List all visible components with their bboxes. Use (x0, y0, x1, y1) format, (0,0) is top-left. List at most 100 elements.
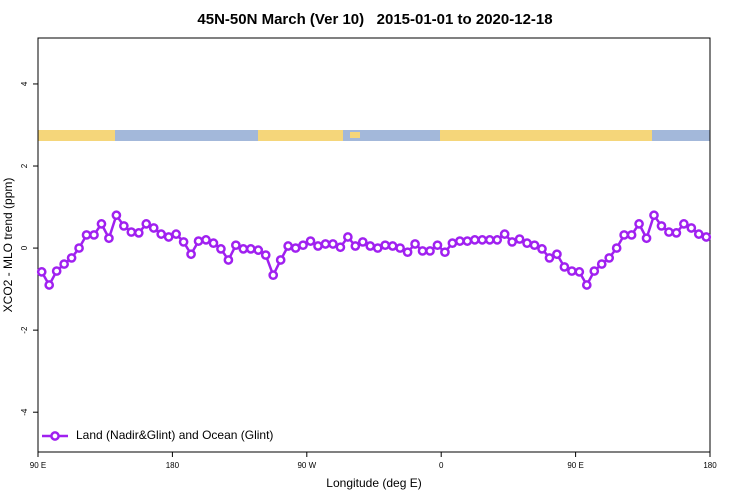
point (425, 246, 435, 256)
land (440, 130, 652, 141)
point (596, 259, 607, 269)
point (268, 270, 279, 281)
point (253, 245, 264, 255)
point (462, 236, 473, 246)
point (679, 219, 689, 229)
land-ocean-strip (38, 130, 710, 141)
point (283, 241, 293, 251)
point (626, 230, 637, 240)
point (141, 219, 152, 229)
y-tick-label: -4 (20, 408, 29, 416)
point (74, 243, 84, 253)
land (350, 132, 360, 138)
point (484, 235, 495, 245)
point (328, 239, 338, 249)
point (111, 210, 122, 221)
ocean (38, 130, 710, 141)
land (38, 130, 115, 141)
point (641, 233, 652, 244)
point (238, 244, 249, 254)
point (365, 241, 376, 251)
point (380, 240, 391, 251)
point (686, 223, 697, 233)
point (156, 229, 167, 239)
point (372, 243, 383, 253)
point (477, 235, 488, 245)
point (298, 240, 308, 251)
point (275, 255, 286, 265)
point (656, 221, 667, 231)
point (305, 236, 316, 246)
point (499, 229, 510, 239)
point (507, 237, 517, 247)
land (258, 130, 343, 141)
point (410, 239, 420, 249)
point (432, 240, 443, 251)
legend-marker (50, 431, 60, 441)
legend-label: Land (Nadir&Glint) and Ocean (Glint) (76, 428, 273, 442)
point (649, 210, 659, 221)
point (492, 235, 503, 245)
point (201, 235, 211, 245)
point (231, 240, 241, 251)
plot-frame (37, 37, 711, 453)
point (417, 246, 428, 256)
chart-title: 45N-50N March (Ver 10) 2015-01-01 to 202… (197, 11, 552, 28)
point (171, 229, 181, 239)
point (469, 235, 480, 245)
point (186, 249, 196, 260)
point (552, 249, 562, 260)
point (701, 232, 712, 242)
y-tick-label: 4 (20, 81, 29, 86)
point (290, 243, 301, 253)
point (126, 227, 137, 237)
point (447, 238, 458, 249)
point (81, 230, 92, 240)
point (529, 240, 540, 251)
point (59, 259, 69, 269)
point (260, 250, 271, 260)
x-tick-label: 90 E (30, 461, 46, 470)
point (357, 237, 368, 247)
point (36, 267, 47, 277)
point (335, 242, 346, 253)
point (66, 253, 77, 263)
point (223, 255, 234, 265)
point (193, 236, 204, 246)
point (589, 266, 600, 276)
point (671, 228, 682, 238)
y-tick-label: -2 (20, 326, 29, 334)
point (634, 219, 644, 229)
x-tick-label: 0 (439, 461, 444, 470)
point (581, 280, 592, 290)
y-tick-label: 0 (20, 245, 29, 250)
x-axis-label: Longitude (deg E) (326, 476, 421, 490)
point (604, 253, 615, 263)
point (387, 241, 398, 251)
point (567, 266, 577, 276)
point (119, 221, 129, 231)
point (574, 267, 585, 277)
point (619, 230, 629, 240)
point (216, 244, 226, 254)
point (313, 241, 323, 251)
point (44, 280, 55, 290)
point (611, 243, 622, 253)
point (133, 228, 144, 238)
point (350, 241, 361, 251)
x-tick-label: 180 (166, 461, 180, 470)
point (544, 253, 555, 263)
x-tick-label: 90 W (297, 461, 316, 470)
y-tick-label: 2 (20, 163, 29, 168)
point (402, 247, 413, 258)
point (395, 243, 405, 253)
point (455, 236, 465, 246)
point (440, 247, 450, 258)
point (693, 229, 704, 239)
point (537, 244, 547, 254)
point (96, 219, 107, 229)
point (104, 233, 114, 244)
point (320, 239, 331, 249)
point (245, 244, 256, 254)
